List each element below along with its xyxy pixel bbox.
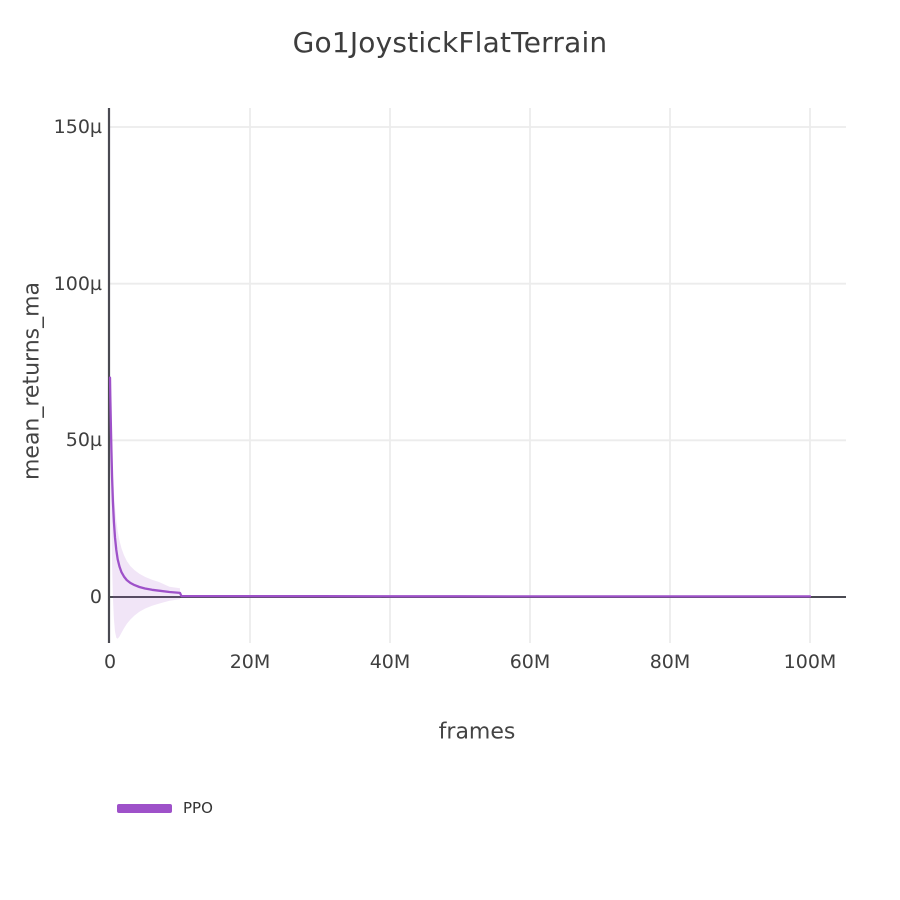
legend-item-ppo[interactable]: PPO — [117, 799, 213, 817]
legend-swatch — [117, 803, 172, 813]
x-tick-label: 0 — [103, 651, 117, 673]
confidence-band — [110, 377, 180, 639]
x-tick-label: 40M — [369, 651, 411, 673]
y-tick-label: 150µ — [53, 116, 102, 138]
legend: PPO — [117, 799, 213, 817]
x-tick-label: 60M — [509, 651, 551, 673]
x-tick-label: 100M — [783, 651, 837, 673]
legend-label: PPO — [183, 799, 213, 817]
x-tick-label: 80M — [649, 651, 691, 673]
x-axis-title: frames — [438, 719, 516, 745]
chart-title: Go1JoystickFlatTerrain — [292, 26, 608, 59]
y-tick-label: 0 — [89, 586, 102, 608]
y-tick-label: 100µ — [53, 273, 102, 295]
y-tick-label: 50µ — [65, 429, 102, 451]
series-line-ppo — [108, 376, 812, 598]
x-tick-label: 20M — [229, 651, 271, 673]
